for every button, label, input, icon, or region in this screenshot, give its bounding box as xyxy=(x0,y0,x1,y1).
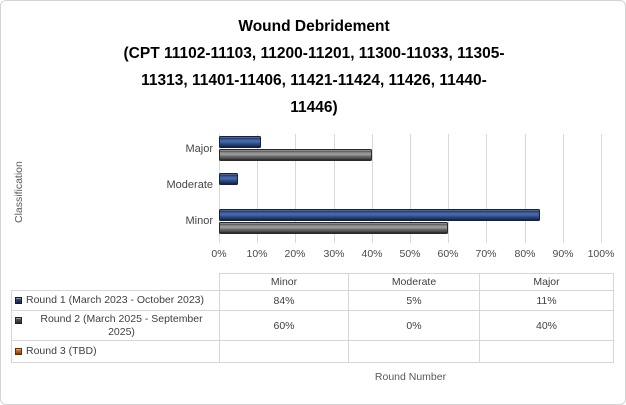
legend-round3: Round 3 (TBD) xyxy=(11,340,220,363)
chart-title-line-2: (CPT 11102-11103, 11200-11201, 11300-110… xyxy=(123,45,505,62)
legend-label-round1: Round 1 (March 2023 - October 2023) xyxy=(26,294,205,306)
cell-round1-moderate: 5% xyxy=(348,290,480,311)
legend-round1: Round 1 (March 2023 - October 2023) xyxy=(11,290,220,311)
cell-round3-major xyxy=(479,340,614,363)
cell-round2-major: 40% xyxy=(479,310,614,341)
legend-label-round3: Round 3 (TBD) xyxy=(26,345,97,357)
x-tick-label-60%: 60% xyxy=(437,248,459,260)
plot-area xyxy=(219,134,602,243)
data-table: Minor Moderate Major Round 1 (March 2023… xyxy=(11,273,614,363)
gridline-0% xyxy=(219,134,220,243)
gridline-60% xyxy=(448,134,449,243)
data-table-corner-cell xyxy=(11,273,220,291)
category-label-minor: Minor xyxy=(185,215,213,227)
cell-round2-moderate: 0% xyxy=(348,310,480,341)
gridline-80% xyxy=(525,134,526,243)
legend-marker-round1-icon xyxy=(15,296,22,304)
x-tick-label-70%: 70% xyxy=(475,248,497,260)
chart-title-line-4: 11446) xyxy=(290,99,338,116)
x-tick-label-80%: 80% xyxy=(514,248,536,260)
x-tick-label-90%: 90% xyxy=(552,248,574,260)
x-tick-label-0%: 0% xyxy=(211,248,227,260)
category-label-major: Major xyxy=(185,143,213,155)
data-table-header-major: Major xyxy=(479,273,614,291)
x-axis-title: Round Number xyxy=(374,371,447,383)
x-tick-label-40%: 40% xyxy=(361,248,383,260)
legend-round2: Round 2 (March 2025 - September 2025) xyxy=(11,310,220,341)
legend-label-round2: Round 2 (March 2025 - September 2025) xyxy=(40,312,203,338)
gridline-40% xyxy=(372,134,373,243)
x-tick-label-30%: 30% xyxy=(323,248,345,260)
gridline-70% xyxy=(486,134,487,243)
gridline-90% xyxy=(563,134,564,243)
cell-round1-major: 11% xyxy=(479,290,614,311)
x-tick-label-50%: 50% xyxy=(399,248,421,260)
y-axis-title: Classification xyxy=(13,161,25,223)
category-label-moderate: Moderate xyxy=(166,179,213,191)
chart-title-line-3: 11313, 11401-11406, 11421-11424, 11426, … xyxy=(141,72,487,89)
gridline-20% xyxy=(295,134,296,243)
x-tick-label-100%: 100% xyxy=(587,248,615,260)
cell-round3-moderate xyxy=(348,340,480,363)
bar-round1-minor xyxy=(219,209,540,221)
bar-round2-minor xyxy=(219,222,448,234)
cell-round2-minor: 60% xyxy=(219,310,349,341)
gridline-100% xyxy=(601,134,602,243)
chart-title: Wound Debridement (CPT 11102-11103, 1120… xyxy=(41,13,587,121)
gridline-30% xyxy=(334,134,335,243)
cell-round3-minor xyxy=(219,340,349,363)
x-tick-label-20%: 20% xyxy=(284,248,306,260)
cell-round1-minor: 84% xyxy=(219,290,349,311)
bar-round2-major xyxy=(219,149,372,161)
gridline-10% xyxy=(257,134,258,243)
legend-marker-round2-icon xyxy=(15,317,22,324)
chart-title-line-1: Wound Debridement xyxy=(238,18,390,35)
x-tick-label-10%: 10% xyxy=(246,248,268,260)
data-table-header-minor: Minor xyxy=(219,273,349,291)
bar-round1-moderate xyxy=(219,173,238,185)
gridline-50% xyxy=(410,134,411,243)
bar-round1-major xyxy=(219,136,261,148)
legend-marker-round3-icon xyxy=(15,347,22,355)
data-table-header-moderate: Moderate xyxy=(348,273,480,291)
